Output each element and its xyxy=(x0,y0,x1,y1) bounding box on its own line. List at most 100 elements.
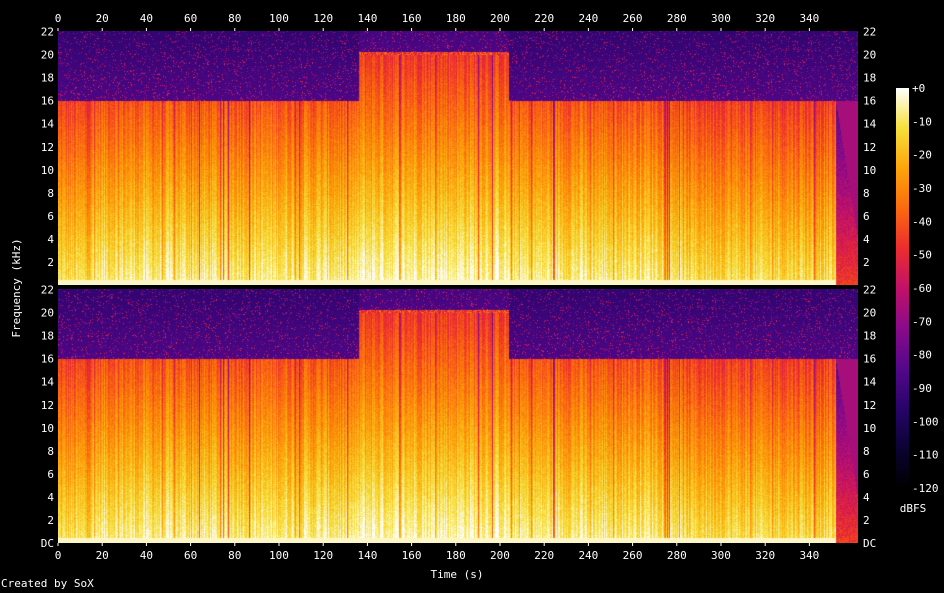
y-tick-label-right: 6 xyxy=(863,468,870,481)
y-tick-label-left: 12 xyxy=(41,141,54,154)
x-tick-label-bottom: 20 xyxy=(96,549,109,562)
y-tick-label-right: 2 xyxy=(863,514,870,527)
x-tick-label-top: 100 xyxy=(269,12,289,25)
x-tick-label-bottom: 220 xyxy=(534,549,554,562)
x-tick-label-top: 320 xyxy=(755,12,775,25)
colorbar-tick-label: -60 xyxy=(912,282,932,295)
colorbar-tick-label: -20 xyxy=(912,149,932,162)
y-tick-label-right: 4 xyxy=(863,491,870,504)
colorbar-tick-label: -120 xyxy=(912,482,939,495)
y-tick-label-left: 4 xyxy=(47,491,54,504)
x-tick-label-top: 160 xyxy=(402,12,422,25)
y-tick-label-left: 22 xyxy=(41,284,54,297)
colorbar-tick-label: -40 xyxy=(912,215,932,228)
y-tick-label-right: 16 xyxy=(863,353,876,366)
y-tick-label-left: 10 xyxy=(41,164,54,177)
x-tick-label-bottom: 60 xyxy=(184,549,197,562)
x-tick-label-top: 300 xyxy=(711,12,731,25)
y-tick-label-right: 14 xyxy=(863,118,877,131)
y-tick-label-right: 12 xyxy=(863,399,876,412)
colorbar-tick-label: -70 xyxy=(912,315,932,328)
x-tick-label-bottom: 200 xyxy=(490,549,510,562)
colorbar-tick-label: -30 xyxy=(912,182,932,195)
colorbar-tick-label: +0 xyxy=(912,82,925,95)
colorbar-tick-label: -110 xyxy=(912,449,939,462)
spectrogram-channel-1 xyxy=(58,31,858,285)
y-tick-label-left: 8 xyxy=(47,445,54,458)
y-tick-label-right: 12 xyxy=(863,141,876,154)
x-tick-label-bottom: 280 xyxy=(667,549,687,562)
y-tick-label-right: 18 xyxy=(863,330,876,343)
colorbar-tick-label: -10 xyxy=(912,115,932,128)
y-tick-label-left: 2 xyxy=(47,514,54,527)
y-tick-label-left: 20 xyxy=(41,49,54,62)
y-tick-label-left: 16 xyxy=(41,95,54,108)
x-tick-label-top: 220 xyxy=(534,12,554,25)
x-tick-label-top: 140 xyxy=(357,12,377,25)
y-tick-label-left: 18 xyxy=(41,72,54,85)
colorbar xyxy=(896,88,909,488)
x-tick-label-bottom: 100 xyxy=(269,549,289,562)
y-axis-label: Frequency (kHz) xyxy=(10,238,23,337)
y-tick-label-left: 20 xyxy=(41,307,54,320)
x-tick-label-top: 40 xyxy=(140,12,153,25)
y-tick-label-left: 12 xyxy=(41,399,54,412)
x-tick-label-bottom: 140 xyxy=(357,549,377,562)
y-tick-label-left: 6 xyxy=(47,468,54,481)
y-tick-label-right: 8 xyxy=(863,187,870,200)
y-tick-label-left: 10 xyxy=(41,422,54,435)
spectrogram-channel-2 xyxy=(58,289,858,543)
y-tick-label-left: 2 xyxy=(47,256,54,269)
y-tick-label-right: 14 xyxy=(863,376,877,389)
colorbar-label: dBFS xyxy=(900,502,927,515)
y-tick-label-right: 4 xyxy=(863,233,870,246)
x-tick-label-bottom: 40 xyxy=(140,549,153,562)
y-tick-label-right: 10 xyxy=(863,164,876,177)
y-tick-label-left: 14 xyxy=(41,376,55,389)
x-tick-label-top: 180 xyxy=(446,12,466,25)
y-tick-label-right: 22 xyxy=(863,26,876,39)
colorbar-tick-label: -100 xyxy=(912,415,939,428)
y-tick-label-right: DC xyxy=(863,537,876,550)
x-tick-label-bottom: 260 xyxy=(623,549,643,562)
y-tick-label-right: 16 xyxy=(863,95,876,108)
y-tick-label-right: 8 xyxy=(863,445,870,458)
x-tick-label-top: 240 xyxy=(578,12,598,25)
y-tick-label-left: 8 xyxy=(47,187,54,200)
x-tick-label-top: 0 xyxy=(55,12,62,25)
y-tick-label-left: 4 xyxy=(47,233,54,246)
y-tick-label-right: 18 xyxy=(863,72,876,85)
y-tick-label-right: 10 xyxy=(863,422,876,435)
x-tick-label-top: 80 xyxy=(228,12,241,25)
y-tick-label-left: 22 xyxy=(41,26,54,39)
y-tick-label-right: 20 xyxy=(863,307,876,320)
colorbar-tick-label: -90 xyxy=(912,382,932,395)
y-tick-label-left: DC xyxy=(41,537,54,550)
y-tick-label-left: 16 xyxy=(41,353,54,366)
colorbar-tick-label: -50 xyxy=(912,249,932,262)
x-tick-label-bottom: 160 xyxy=(402,549,422,562)
y-tick-label-left: 14 xyxy=(41,118,55,131)
x-tick-label-bottom: 80 xyxy=(228,549,241,562)
y-tick-label-left: 6 xyxy=(47,210,54,223)
y-tick-label-right: 22 xyxy=(863,284,876,297)
x-axis-label: Time (s) xyxy=(431,568,484,581)
x-tick-label-top: 260 xyxy=(623,12,643,25)
x-tick-label-top: 120 xyxy=(313,12,333,25)
x-tick-label-top: 200 xyxy=(490,12,510,25)
x-tick-label-bottom: 120 xyxy=(313,549,333,562)
x-tick-label-top: 340 xyxy=(799,12,819,25)
y-tick-label-right: 6 xyxy=(863,210,870,223)
x-tick-label-top: 60 xyxy=(184,12,197,25)
x-tick-label-bottom: 180 xyxy=(446,549,466,562)
x-tick-label-bottom: 0 xyxy=(55,549,62,562)
colorbar-tick-label: -80 xyxy=(912,349,932,362)
x-tick-label-bottom: 240 xyxy=(578,549,598,562)
x-tick-label-bottom: 300 xyxy=(711,549,731,562)
footer-credit: Created by SoX xyxy=(1,577,94,590)
y-tick-label-right: 20 xyxy=(863,49,876,62)
x-tick-label-top: 20 xyxy=(96,12,109,25)
x-tick-label-bottom: 340 xyxy=(799,549,819,562)
y-tick-label-right: 2 xyxy=(863,256,870,269)
